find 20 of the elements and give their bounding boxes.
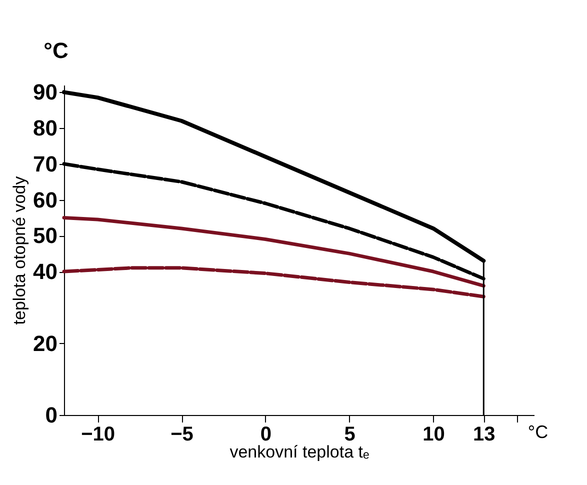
y-tick-label: 70 (33, 151, 58, 176)
text: °C (528, 422, 548, 442)
y-tick-label: 20 (33, 330, 58, 356)
y-tick-label: 90 (33, 80, 58, 105)
line-series (62, 216, 486, 288)
line-series (62, 266, 486, 298)
y-tick-label: 80 (33, 116, 58, 141)
x-tick-label: −10 (81, 424, 116, 446)
x-tick-label: 5 (344, 424, 356, 446)
x-tick-label: −5 (170, 424, 194, 446)
x-tick-label: 13 (473, 424, 496, 446)
y-tick-label: 50 (33, 223, 58, 248)
x-tick-label: 10 (422, 424, 445, 446)
text: °C (44, 38, 68, 63)
y-tick-label: 60 (33, 187, 58, 212)
y-axis-title: teplota otopné vody (10, 176, 30, 325)
x-axis-title: venkovní teplota tₑ (230, 442, 370, 462)
y-tick-label: 40 (33, 259, 58, 284)
x-tick-label: 0 (260, 424, 272, 446)
y-tick-label: 0 (45, 402, 58, 428)
